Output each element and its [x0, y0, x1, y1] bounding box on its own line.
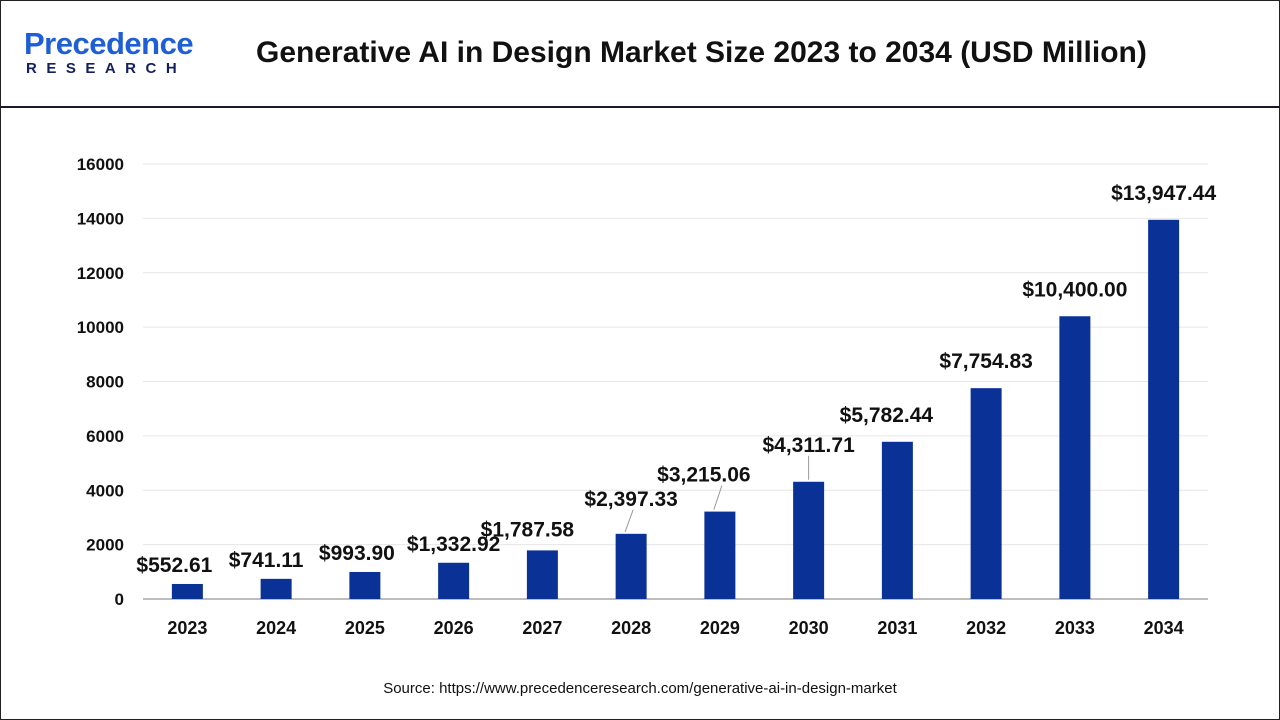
bar-2024	[260, 578, 292, 599]
x-tick-label: 2034	[1144, 618, 1184, 638]
x-tick-label: 2025	[345, 618, 385, 638]
bar-2033	[1059, 316, 1091, 599]
bar-2026	[438, 562, 470, 599]
data-label: $741.11	[229, 549, 304, 572]
bar-2031	[881, 441, 913, 599]
logo-subtext: RESEARCH	[26, 60, 187, 77]
x-tick-label: 2024	[256, 618, 296, 638]
data-label: $13,947.44	[1111, 182, 1216, 205]
bar-2028	[615, 533, 647, 599]
logo-text: Precedence	[24, 26, 194, 61]
data-label: $993.90	[319, 542, 395, 565]
x-tick-label: 2032	[966, 618, 1006, 638]
y-tick-label: 12000	[77, 264, 124, 283]
chart-title: Generative AI in Design Market Size 2023…	[256, 36, 1147, 69]
x-tick-label: 2026	[434, 618, 474, 638]
y-tick-label: 10000	[77, 318, 124, 337]
bar-2030	[793, 481, 825, 599]
bar-2025	[349, 571, 381, 599]
data-label: $7,754.83	[939, 350, 1032, 373]
y-tick-label: 8000	[86, 373, 124, 392]
bar-2032	[970, 388, 1002, 599]
x-tick-label: 2029	[700, 618, 740, 638]
precedence-research-logo: Precedence RESEARCH	[24, 26, 194, 78]
data-label: $2,397.33	[584, 488, 677, 511]
y-tick-label: 2000	[86, 536, 124, 555]
bar-2027	[526, 550, 558, 599]
y-tick-label: 0	[115, 590, 124, 609]
data-label: $5,782.44	[840, 404, 934, 427]
x-tick-label: 2027	[522, 618, 562, 638]
x-tick-label: 2033	[1055, 618, 1095, 638]
x-tick-label: 2030	[789, 618, 829, 638]
data-label: $1,787.58	[481, 518, 575, 541]
header: Precedence RESEARCH Generative AI in Des…	[0, 0, 1280, 108]
y-tick-label: 14000	[77, 209, 124, 228]
y-tick-label: 6000	[86, 427, 124, 446]
data-label: $3,215.06	[657, 464, 750, 487]
source-text: Source: https://www.precedenceresearch.c…	[383, 680, 897, 697]
y-tick-label: 16000	[77, 155, 124, 174]
bar-2023	[171, 583, 203, 599]
data-label: $552.61	[136, 554, 212, 577]
x-tick-label: 2031	[877, 618, 917, 638]
bar-2029	[704, 511, 736, 599]
data-label: $1,332.92	[407, 533, 500, 556]
data-label: $10,400.00	[1022, 278, 1127, 301]
leader-line	[624, 509, 634, 532]
leader-line	[713, 485, 723, 510]
x-tick-label: 2028	[611, 618, 651, 638]
y-tick-label: 4000	[86, 481, 124, 500]
x-tick-label: 2023	[167, 618, 207, 638]
data-label: $4,311.71	[762, 434, 855, 457]
bar-2034	[1148, 219, 1180, 600]
